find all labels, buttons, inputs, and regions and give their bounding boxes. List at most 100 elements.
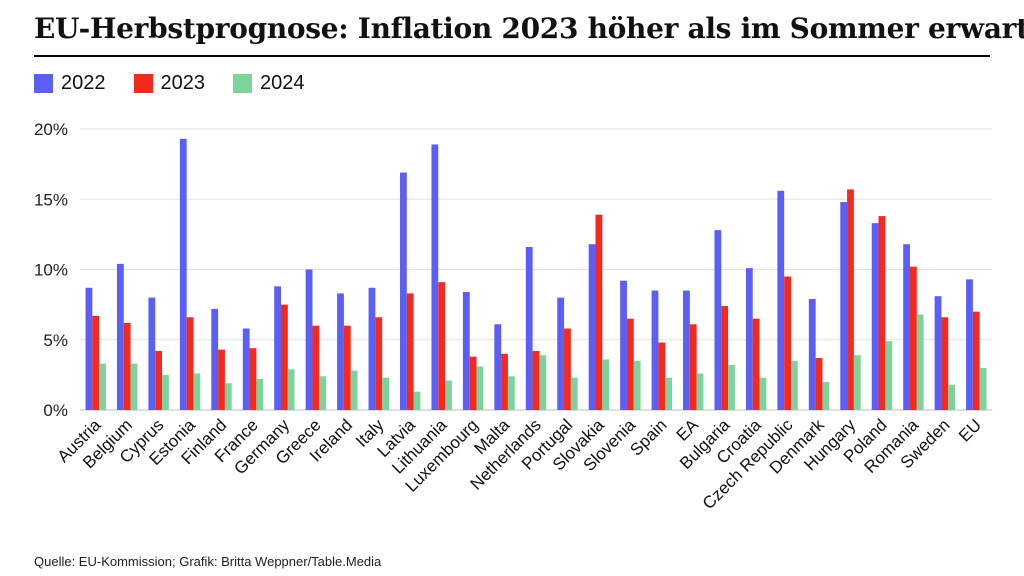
bar-denmark-2022 bbox=[808, 299, 816, 410]
bar-latvia-2024 bbox=[413, 391, 421, 410]
y-tick-label: 0% bbox=[43, 401, 68, 420]
bar-portugal-2023 bbox=[564, 328, 571, 410]
legend-label-2022: 2022 bbox=[61, 71, 106, 94]
bar-austria-2022 bbox=[85, 287, 93, 410]
bar-eu-2023 bbox=[972, 311, 980, 410]
legend-item-2022: 2022 bbox=[34, 72, 106, 95]
bar-bulgaria-2024 bbox=[728, 365, 735, 410]
bar-latvia-2022 bbox=[400, 172, 407, 410]
bar-hungary-2023 bbox=[847, 189, 854, 410]
bar-sweden-2024 bbox=[948, 384, 956, 410]
legend-item-2023: 2023 bbox=[133, 71, 206, 95]
bar-hungary-2022 bbox=[840, 202, 848, 410]
bar-sweden-2023 bbox=[941, 317, 949, 410]
bar-luxembourg-2024 bbox=[476, 366, 484, 410]
bar-cyprus-2024 bbox=[162, 374, 169, 410]
bar-romania-2024 bbox=[916, 314, 924, 410]
x-axis-ticks: AustriaBelgiumCyprusEstoniaFinlandFrance… bbox=[54, 415, 985, 513]
legend-swatch-2022 bbox=[34, 73, 53, 93]
y-tick-label: 5% bbox=[43, 331, 68, 350]
bar-sweden-2022 bbox=[934, 296, 942, 410]
bar-netherlands-2024 bbox=[539, 355, 547, 410]
bar-croatia-2024 bbox=[759, 377, 767, 410]
bar-slovenia-2024 bbox=[633, 360, 641, 410]
bar-france-2023 bbox=[249, 348, 257, 410]
bar-finland-2022 bbox=[211, 308, 219, 410]
bar-greece-2022 bbox=[305, 269, 313, 410]
bar-malta-2023 bbox=[501, 353, 508, 410]
bar-lithuania-2023 bbox=[438, 282, 446, 410]
y-tick-label: 10% bbox=[34, 261, 68, 280]
legend-label-2023: 2023 bbox=[160, 71, 206, 94]
bar-eu-2022 bbox=[966, 279, 973, 410]
bar-greece-2024 bbox=[319, 376, 327, 410]
bar-italy-2024 bbox=[382, 377, 389, 410]
bar-czech-republic-2024 bbox=[790, 360, 798, 410]
bar-luxembourg-2022 bbox=[462, 291, 470, 410]
bar-netherlands-2022 bbox=[525, 247, 533, 410]
bar-netherlands-2023 bbox=[532, 350, 540, 410]
legend-label-2024: 2024 bbox=[260, 71, 305, 94]
bar-portugal-2022 bbox=[557, 297, 565, 410]
y-axis-ticks: 0% 5% 10% 15% 20% bbox=[34, 120, 68, 420]
bar-denmark-2023 bbox=[815, 358, 823, 410]
bar-cyprus-2022 bbox=[148, 297, 156, 410]
bar-poland-2023 bbox=[878, 216, 886, 410]
bar-italy-2023 bbox=[375, 317, 383, 410]
bar-luxembourg-2023 bbox=[469, 356, 477, 410]
bar-bulgaria-2022 bbox=[714, 230, 722, 410]
bar-estonia-2023 bbox=[186, 317, 194, 410]
bar-france-2024 bbox=[256, 379, 264, 410]
bar-belgium-2023 bbox=[123, 322, 131, 410]
bars bbox=[85, 138, 987, 410]
bar-poland-2022 bbox=[871, 223, 879, 410]
bar-eu-2024 bbox=[979, 367, 987, 410]
bar-austria-2023 bbox=[92, 315, 100, 410]
bar-france-2022 bbox=[242, 328, 250, 410]
bar-spain-2023 bbox=[658, 342, 666, 410]
bar-spain-2022 bbox=[651, 290, 659, 410]
bar-malta-2022 bbox=[494, 324, 502, 410]
bar-belgium-2024 bbox=[130, 363, 138, 410]
bar-ireland-2024 bbox=[350, 370, 358, 410]
bar-czech-republic-2022 bbox=[777, 190, 785, 410]
bar-germany-2024 bbox=[287, 369, 295, 410]
bar-hungary-2024 bbox=[853, 355, 861, 410]
source-note: Quelle: EU-Kommission; Grafik: Britta We… bbox=[34, 554, 382, 569]
bar-italy-2022 bbox=[368, 287, 376, 410]
legend-swatch-2023 bbox=[133, 73, 153, 93]
bar-croatia-2022 bbox=[745, 268, 753, 410]
bar-cyprus-2023 bbox=[155, 350, 163, 410]
bar-croatia-2023 bbox=[752, 318, 760, 410]
bar-slovenia-2022 bbox=[620, 280, 627, 410]
bar-slovenia-2023 bbox=[626, 318, 634, 410]
bar-bulgaria-2023 bbox=[721, 306, 729, 410]
y-tick-label: 15% bbox=[34, 190, 68, 209]
bar-ireland-2022 bbox=[337, 293, 344, 410]
bar-czech-republic-2023 bbox=[784, 276, 791, 410]
chart-title: EU-Herbstprognose: Inflation 2023 höher … bbox=[34, 12, 1024, 45]
bar-spain-2024 bbox=[665, 377, 672, 410]
bar-estonia-2024 bbox=[193, 373, 201, 410]
bar-lithuania-2022 bbox=[431, 144, 439, 410]
legend: 2022 2023 2024 bbox=[34, 70, 333, 96]
bar-slovakia-2022 bbox=[588, 244, 596, 410]
bar-denmark-2024 bbox=[822, 381, 830, 410]
bar-ireland-2023 bbox=[343, 325, 351, 410]
bar-malta-2024 bbox=[507, 376, 515, 410]
bar-ea-2024 bbox=[696, 373, 704, 410]
bar-greece-2023 bbox=[312, 325, 320, 410]
bar-finland-2024 bbox=[224, 383, 232, 410]
bar-austria-2024 bbox=[99, 363, 106, 410]
bar-ea-2022 bbox=[683, 290, 690, 410]
bar-latvia-2023 bbox=[406, 293, 414, 410]
bar-finland-2023 bbox=[218, 349, 225, 410]
bar-poland-2024 bbox=[885, 341, 893, 410]
bar-slovakia-2024 bbox=[602, 359, 610, 410]
bar-germany-2022 bbox=[274, 286, 282, 410]
y-tick-label: 20% bbox=[34, 120, 68, 139]
bar-romania-2022 bbox=[903, 244, 910, 410]
title-divider bbox=[34, 55, 990, 57]
bar-romania-2023 bbox=[909, 266, 917, 410]
x-tick-label-eu: EU bbox=[955, 415, 985, 445]
